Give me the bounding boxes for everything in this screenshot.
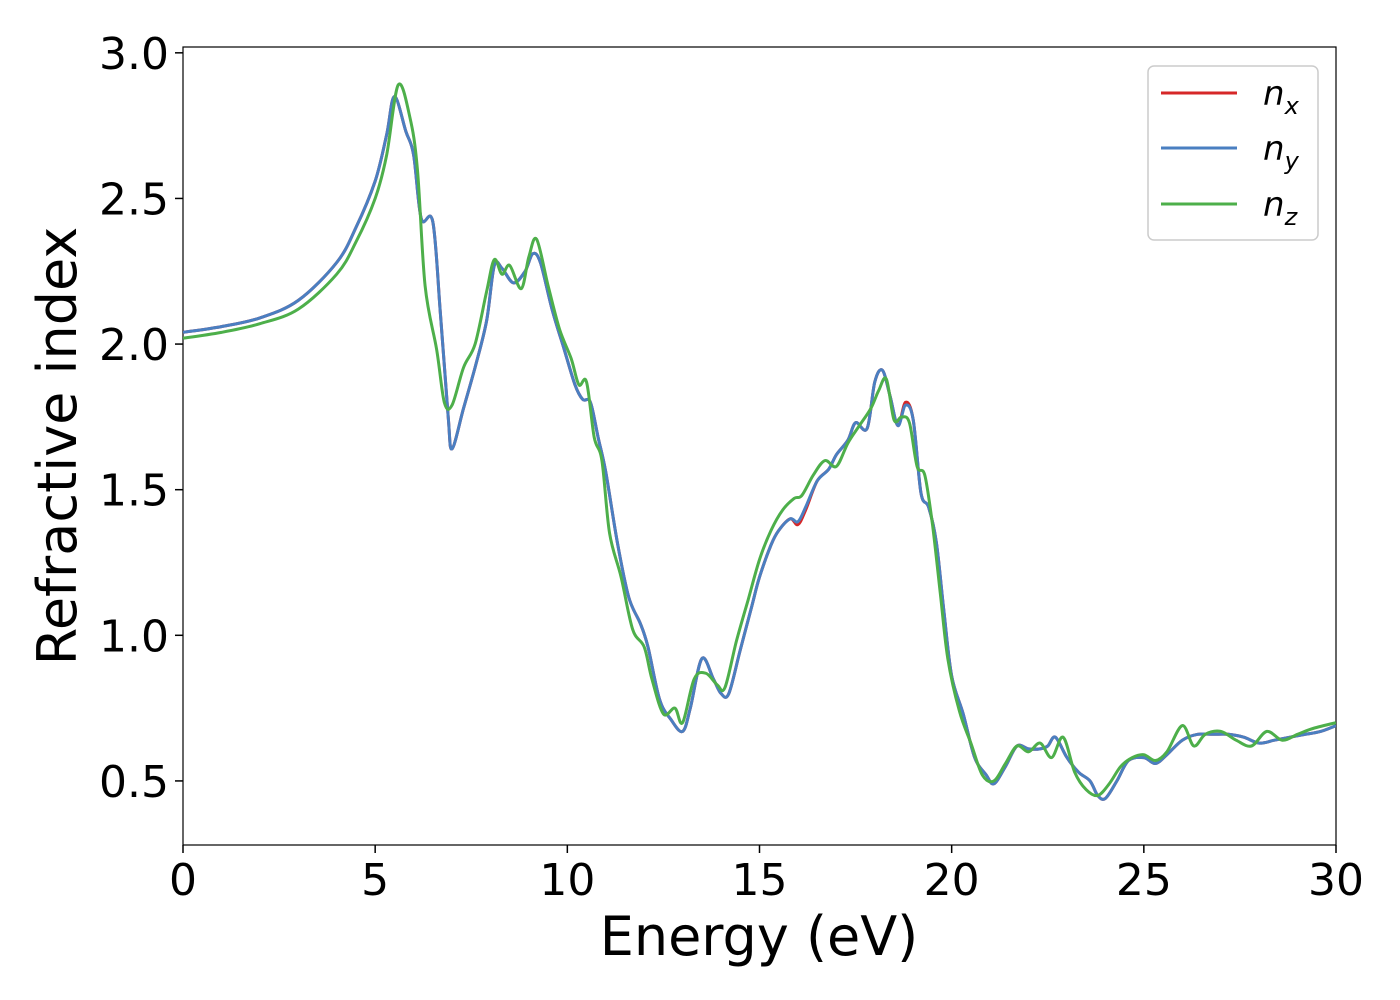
legend-box	[1147, 65, 1319, 241]
x-tick-label: 20	[924, 855, 980, 906]
legend: nx ny nz	[1147, 65, 1319, 241]
x-tick-label: 0	[169, 855, 197, 906]
series-line-nz	[183, 82, 1336, 798]
legend-label-nz: nz	[1263, 185, 1299, 231]
series-line-ny	[183, 94, 1336, 801]
legend-label-ny: ny	[1263, 129, 1300, 175]
y-axis-label: Refractive index	[26, 227, 89, 666]
x-axis-label: Energy (eV)	[600, 905, 919, 968]
y-tick-label: 2.5	[99, 174, 169, 225]
x-tick-label: 10	[539, 855, 595, 906]
y-tick-label: 0.5	[99, 757, 169, 808]
x-tick-label: 5	[361, 855, 389, 906]
y-tick-label: 1.0	[99, 611, 169, 662]
x-tick-label: 25	[1116, 855, 1172, 906]
y-tick-label: 3.0	[99, 29, 169, 80]
y-tick-label: 1.5	[99, 466, 169, 517]
tick-layer: 0 5 10 15 20 25 30 0.5 1.0 1.5 2.0 2.5 3.0	[99, 29, 1364, 906]
legend-label-nx: nx	[1263, 74, 1300, 120]
y-tick-label: 2.0	[99, 320, 169, 371]
series-layer	[183, 82, 1336, 801]
x-tick-label: 30	[1308, 855, 1364, 906]
x-tick-label: 15	[732, 855, 788, 906]
